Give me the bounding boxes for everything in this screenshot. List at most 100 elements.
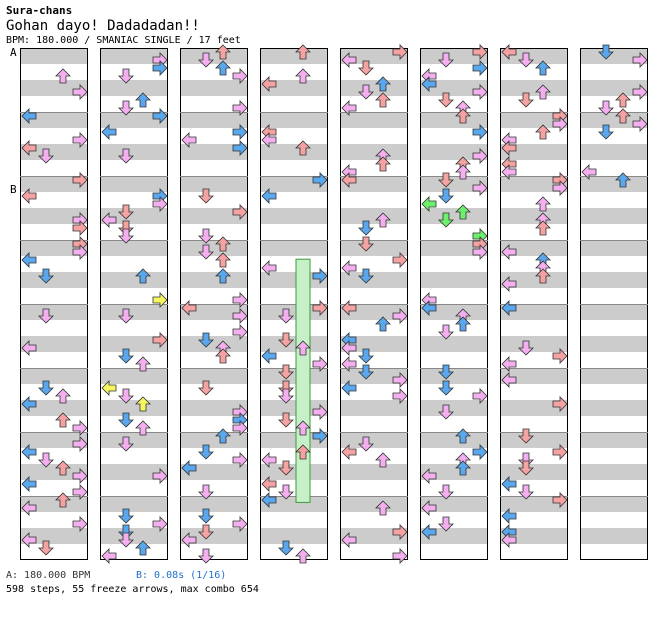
step-arrow-shape [21, 500, 37, 516]
step-arrow [55, 412, 71, 428]
step-arrow-shape [198, 332, 214, 348]
step-arrow [501, 140, 517, 156]
step-arrow [101, 212, 117, 228]
measure-stripe [100, 112, 168, 128]
measure-stripe [340, 208, 408, 224]
step-arrow-shape [38, 308, 54, 324]
step-arrow-shape [615, 92, 631, 108]
step-arrow [21, 188, 37, 204]
step-arrow-shape [472, 180, 488, 196]
step-arrow-shape [501, 532, 517, 548]
measure-stripe [580, 240, 648, 256]
step-arrow-shape [472, 124, 488, 140]
step-arrow [375, 452, 391, 468]
bpm-legend: A: 180.000 BPM [6, 570, 91, 581]
step-arrow [38, 308, 54, 324]
step-arrow [438, 364, 454, 380]
step-arrow-shape [341, 300, 357, 316]
step-arrow-shape [295, 548, 311, 564]
measure-stripe [500, 464, 568, 480]
step-arrow-shape [72, 516, 88, 532]
measure-stripe [340, 400, 408, 416]
step-arrow-shape [392, 548, 408, 564]
step-arrow [101, 380, 117, 396]
measure-stripe [500, 432, 568, 448]
step-arrow [341, 260, 357, 276]
step-arrow-shape [215, 236, 231, 252]
step-arrow [341, 52, 357, 68]
step-arrow-shape [118, 412, 134, 428]
step-arrow [615, 108, 631, 124]
measure-stripe [340, 464, 408, 480]
step-arrow [118, 436, 134, 452]
measure-stripe [580, 432, 648, 448]
step-arrow-shape [312, 172, 328, 188]
step-arrow [38, 380, 54, 396]
step-arrow [118, 228, 134, 244]
step-arrow-shape [358, 60, 374, 76]
step-arrow [358, 348, 374, 364]
step-arrow [501, 44, 517, 60]
step-arrow [455, 204, 471, 220]
measure-stripe [420, 368, 488, 384]
step-arrow-shape [261, 348, 277, 364]
measure-stripe [100, 400, 168, 416]
measure-stripe [100, 208, 168, 224]
step-arrow [421, 468, 437, 484]
step-arrow [135, 396, 151, 412]
measure-stripe [420, 208, 488, 224]
step-arrow-shape [55, 412, 71, 428]
step-arrow-shape [152, 468, 168, 484]
step-arrow [72, 436, 88, 452]
step-arrow-shape [535, 84, 551, 100]
step-arrow [455, 316, 471, 332]
step-arrow-shape [21, 444, 37, 460]
measure-stripe [500, 176, 568, 192]
measure-stripe [180, 112, 248, 128]
step-arrow [118, 388, 134, 404]
step-arrow-shape [38, 540, 54, 556]
step-arrow-shape [72, 132, 88, 148]
measure-stripe [260, 240, 328, 256]
step-arrow-shape [295, 68, 311, 84]
step-arrow-shape [501, 44, 517, 60]
step-arrow [421, 76, 437, 92]
step-arrow-shape [518, 428, 534, 444]
step-arrow [375, 92, 391, 108]
step-arrow [341, 444, 357, 460]
step-arrow [21, 396, 37, 412]
step-arrow-shape [118, 308, 134, 324]
step-arrow-shape [118, 508, 134, 524]
step-arrow [358, 364, 374, 380]
step-arrow [198, 332, 214, 348]
measure-stripe [260, 80, 328, 96]
step-arrow [438, 404, 454, 420]
step-arrow [215, 428, 231, 444]
step-arrow-shape [232, 100, 248, 116]
step-arrow-shape [135, 420, 151, 436]
step-arrow-shape [118, 220, 134, 236]
measure-stripe [580, 144, 648, 160]
step-arrow-shape [341, 380, 357, 396]
step-arrow-shape [375, 316, 391, 332]
step-arrow-shape [261, 476, 277, 492]
step-arrow-shape [598, 124, 614, 140]
step-arrow-shape [472, 60, 488, 76]
step-arrow [278, 540, 294, 556]
step-arrow-shape [232, 292, 248, 308]
measure-stripe [340, 48, 408, 64]
measure-stripe [180, 400, 248, 416]
step-arrow [312, 268, 328, 284]
step-arrow-shape [501, 372, 517, 388]
step-arrow-shape [135, 356, 151, 372]
step-arrow-shape [358, 84, 374, 100]
step-arrow [21, 532, 37, 548]
measure-stripe [340, 528, 408, 544]
step-arrow-shape [261, 260, 277, 276]
measure-stripe [260, 112, 328, 128]
step-arrow-shape [501, 164, 517, 180]
step-arrow [598, 124, 614, 140]
measure-stripe [180, 528, 248, 544]
step-arrow-shape [455, 164, 471, 180]
step-arrow [232, 204, 248, 220]
